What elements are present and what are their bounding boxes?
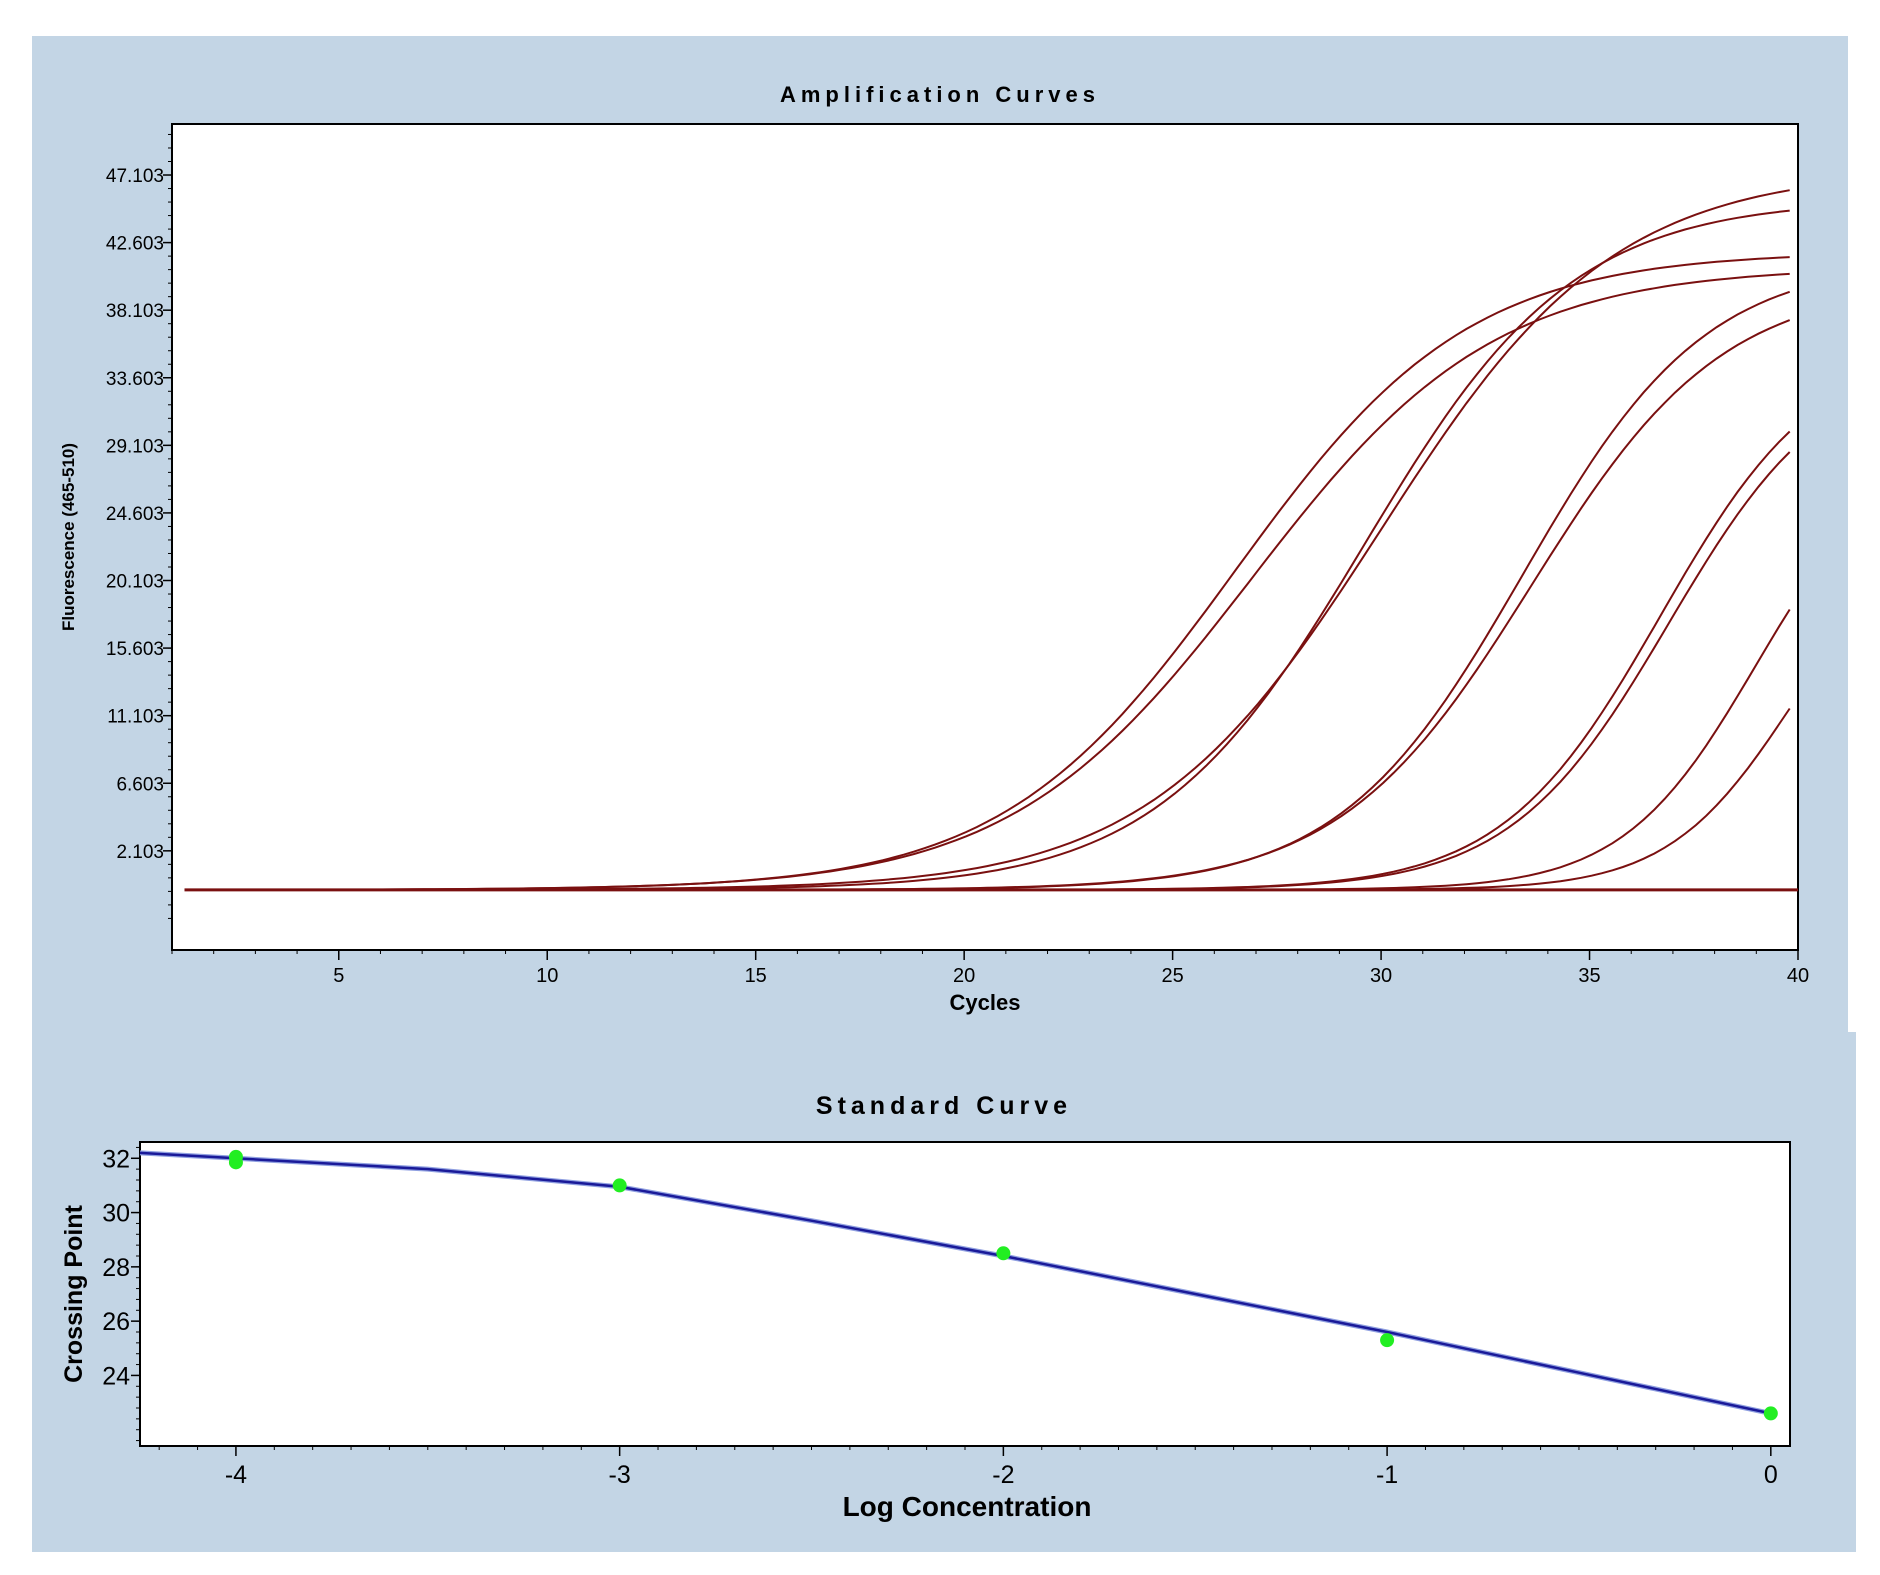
standard-curve-x-axis-label: Log Concentration: [843, 1491, 1092, 1522]
standard-curve-panel: Standard Curve -4 -3 -2 -1 0 24 26 28 30 32 Log C…: [32, 1032, 1856, 1552]
x-tick-label: -1: [1376, 1461, 1398, 1489]
amplification-title: Amplification Curves: [779, 82, 1101, 107]
y-tick-label: 33.603: [106, 369, 164, 390]
x-tick-label: -4: [225, 1461, 247, 1489]
y-tick-label: 24: [102, 1362, 130, 1390]
x-tick-label: 10: [536, 965, 558, 987]
y-tick-label: 24.603: [106, 504, 164, 525]
y-tick-label: 26: [102, 1308, 130, 1336]
amplification-y-axis-label: Fluorescence (465-510): [59, 443, 78, 631]
amplification-plot-area: [171, 123, 1799, 951]
standard-curve-chart: -4 -3 -2 -1 0 24 26 28 30 32 Log Concentration Cr…: [60, 1141, 1791, 1522]
y-tick-label: 15.603: [106, 639, 164, 660]
standard-point: [228, 1155, 243, 1170]
y-tick-label: 29.103: [106, 436, 164, 457]
x-tick-label: 15: [745, 965, 767, 987]
x-tick-label: -3: [609, 1461, 631, 1489]
y-tick-label: 42.603: [106, 234, 164, 255]
x-tick-label: 30: [1370, 965, 1392, 987]
y-tick-label: 32: [102, 1145, 130, 1173]
amplification-chart: 5 10 15 20 25 30 35 40 2.103 6.603 11.103 15.603 20.…: [59, 123, 1809, 1015]
standard-point: [1763, 1406, 1778, 1421]
y-tick-label: 11.103: [107, 707, 164, 728]
standard-curve-title: Standard Curve: [815, 1092, 1073, 1120]
standard-point: [1380, 1333, 1395, 1348]
y-tick-label: 2.103: [116, 842, 164, 863]
x-tick-label: 20: [953, 965, 975, 987]
y-tick-label: 6.603: [116, 774, 164, 795]
y-tick-label: 47.103: [106, 166, 164, 187]
y-tick-label: 30: [102, 1200, 130, 1228]
y-tick-label: 20.103: [106, 572, 164, 593]
standard-curve-plot-area: [139, 1141, 1791, 1447]
standard-point: [996, 1246, 1011, 1261]
y-tick-label: 38.103: [106, 301, 164, 322]
x-tick-label: 0: [1764, 1461, 1778, 1489]
x-tick-label: 35: [1578, 965, 1600, 987]
x-tick-label: 40: [1787, 965, 1809, 987]
y-tick-label: 28: [102, 1254, 130, 1282]
amplification-panel: Amplification Curves 5 10 15 20 25 30 35 40 2.10…: [32, 36, 1848, 1032]
fit-line: [139, 1151, 1772, 1415]
x-tick-label: -2: [992, 1461, 1014, 1489]
amplification-x-axis-label: Cycles: [950, 990, 1021, 1015]
standard-curve-y-axis-label: Crossing Point: [60, 1204, 88, 1382]
x-tick-label: 25: [1161, 965, 1183, 987]
standard-point: [612, 1178, 627, 1193]
x-tick-label: 5: [333, 965, 344, 987]
